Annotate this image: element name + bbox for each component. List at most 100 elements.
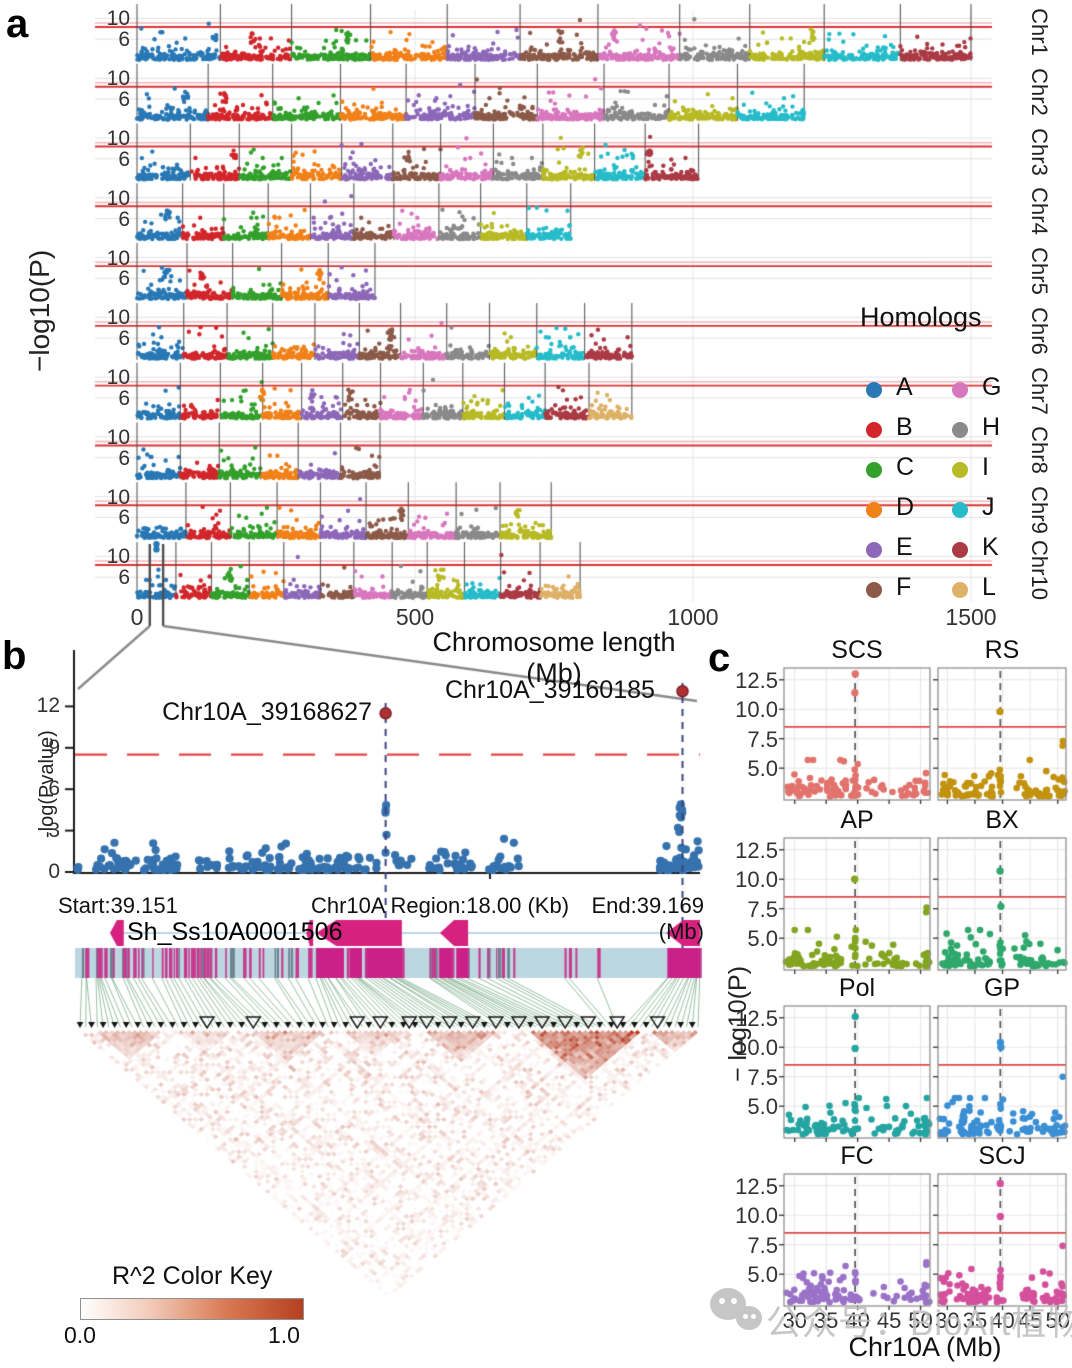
legend-entry-F: F <box>866 573 946 601</box>
row-ytick-6: 6 <box>118 506 130 530</box>
facet-title-scj: SCJ <box>978 1142 1026 1170</box>
strip-label-chr2: Chr2 <box>1027 67 1052 116</box>
panel-c-ytick: 10.0 <box>735 697 778 723</box>
panel-c-ytick: 5.0 <box>747 926 778 952</box>
gene-name-label: Sh_Ss10A0001506 <box>127 918 343 946</box>
legend-dot-G <box>952 382 968 398</box>
legend-dot-K <box>952 542 968 558</box>
row-ytick-10: 10 <box>106 246 130 270</box>
facet-title-gp: GP <box>983 974 1021 1002</box>
panel-c-ytick: 5.0 <box>747 1262 778 1288</box>
panel-c-ytick: 7.5 <box>747 896 778 922</box>
legend-dot-F <box>866 582 882 598</box>
facet-title-scs: SCS <box>831 636 883 664</box>
legend-dot-C <box>866 462 882 478</box>
row-ytick-10: 10 <box>106 366 130 390</box>
legend-entry-H: H <box>952 413 1032 441</box>
panel-b-ytick: 6 <box>48 777 60 801</box>
panel-c-ytick: 5.0 <box>747 1094 778 1120</box>
colorkey-gradient-bar <box>80 1298 304 1320</box>
facet-title-rs: RS <box>984 636 1020 664</box>
legend-label-B: B <box>896 413 913 441</box>
panel-c-ytick: 10.0 <box>735 867 778 893</box>
legend-dot-E <box>866 542 882 558</box>
panel-c-xtick: 30 <box>782 1308 807 1333</box>
strip-label-chr5: Chr5 <box>1027 247 1052 295</box>
row-ytick-6: 6 <box>118 566 130 590</box>
panel-c-ytick: 7.5 <box>747 726 778 752</box>
panel-c-ytick: 5.0 <box>747 756 778 782</box>
row-ytick-10: 10 <box>106 126 130 150</box>
legend-label-A: A <box>896 373 913 401</box>
row-ytick-10: 10 <box>106 306 130 330</box>
panel-c-ytick: 7.5 <box>747 1064 778 1090</box>
legend-dot-I <box>952 462 968 478</box>
legend-entry-J: J <box>952 493 1032 521</box>
region-end-label: End:39.169 (Mb) <box>591 893 704 944</box>
legend-label-D: D <box>896 493 915 521</box>
panel-c-ytick: 10.0 <box>735 1035 778 1061</box>
panel-b-label: b <box>2 634 27 678</box>
panel-c-xtick: 45 <box>1017 1308 1043 1333</box>
legend-label-E: E <box>896 533 913 561</box>
legend-entry-E: E <box>866 533 946 561</box>
legend-dot-B <box>866 422 882 438</box>
legend-dot-L <box>952 582 968 598</box>
panel-c-xtick: 30 <box>935 1308 960 1333</box>
panel-c-ytick: 12.5 <box>735 667 778 693</box>
row-ytick-10: 10 <box>106 7 130 31</box>
row-ytick-6: 6 <box>118 28 130 52</box>
legend-entry-K: K <box>952 533 1032 561</box>
panel-c-label: c <box>708 636 731 680</box>
snp-label-1: Chr10A_39168627 <box>162 698 372 726</box>
wechat-icon <box>710 1286 766 1338</box>
legend-entry-I: I <box>952 453 1032 481</box>
legend-title: Homologs <box>860 302 982 332</box>
panel-c-ytick: 12.5 <box>735 1173 778 1199</box>
legend-dot-J <box>952 502 968 518</box>
legend-entry-G: G <box>952 373 1032 401</box>
facet-title-bx: BX <box>985 806 1019 834</box>
panel-b-ytick: 0 <box>48 860 60 883</box>
row-ytick-6: 6 <box>118 386 130 410</box>
row-ytick-6: 6 <box>118 207 130 231</box>
row-ytick-6: 6 <box>118 446 130 470</box>
row-ytick-6: 6 <box>118 327 130 351</box>
region-start-label: Start:39.151 <box>58 893 178 918</box>
legend-label-L: L <box>982 573 996 601</box>
panel-c-xtick: 40 <box>845 1308 870 1333</box>
legend-entry-C: C <box>866 453 946 481</box>
watermark-text: 公众号：BioArt植物 <box>766 1304 1072 1343</box>
legend-entry-A: A <box>866 373 946 401</box>
panel-a-x-axis-label: Chromosome length (Mb) <box>432 627 676 688</box>
legend-label-H: H <box>982 413 1001 441</box>
facet-title-pol: Pol <box>838 974 876 1002</box>
panel-c-xtick: 35 <box>813 1308 839 1333</box>
panel-a-xtick: 0 <box>130 604 144 630</box>
snp-label-2: Chr10A_39160185 <box>445 676 655 704</box>
row-ytick-10: 10 <box>106 545 130 569</box>
facet-title-fc: FC <box>840 1142 874 1170</box>
panel-c-xtick: 50 <box>1045 1308 1070 1333</box>
panel-c-ytick: 12.5 <box>735 837 778 863</box>
row-ytick-10: 10 <box>106 186 130 210</box>
colorkey-min-label: 0.0 <box>64 1322 96 1348</box>
panel-b-ytick: 12 <box>36 694 60 718</box>
strip-label-chr1: Chr1 <box>1027 8 1052 56</box>
legend-dot-H <box>952 422 968 438</box>
row-ytick-6: 6 <box>118 147 130 171</box>
legend-label-I: I <box>982 453 989 481</box>
legend-entry-L: L <box>952 573 1032 601</box>
legend-label-G: G <box>982 373 1002 401</box>
row-ytick-6: 6 <box>118 87 130 111</box>
region-size-label: Chr10A Region:18.00 (Kb) <box>310 893 570 918</box>
panel-a-y-axis-label: −log10(P) <box>24 249 55 372</box>
panel-c-xtick: 40 <box>990 1308 1015 1333</box>
panel-c-ytick: 12.5 <box>735 1005 778 1031</box>
colorkey-max-label: 1.0 <box>268 1322 300 1348</box>
legend-entry-B: B <box>866 413 946 441</box>
panel-c-xtick: 50 <box>908 1308 933 1333</box>
